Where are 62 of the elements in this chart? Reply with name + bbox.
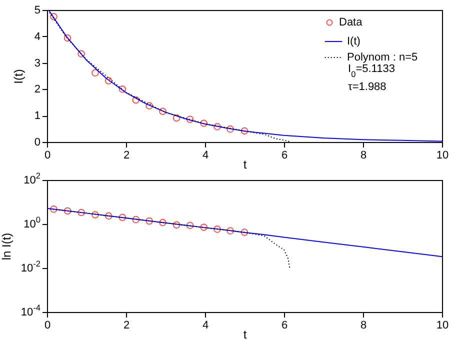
- legend-label: Polynom : n=5: [347, 52, 418, 64]
- line-series: [47, 208, 442, 258]
- point: [214, 226, 221, 233]
- point: [132, 96, 140, 104]
- point: [200, 224, 208, 231]
- point: [186, 116, 194, 123]
- x-tick-label: 8: [360, 150, 367, 162]
- point: [64, 34, 72, 42]
- y-tick-label: 10$^{-2}$: [20, 258, 41, 274]
- point: [78, 50, 86, 58]
- y-tick-label: 10$^{-4}$: [20, 302, 41, 318]
- point: [104, 77, 112, 84]
- point: [146, 102, 153, 110]
- point: [240, 127, 248, 135]
- point: [92, 69, 99, 76]
- x-tick-label: 6: [281, 320, 288, 332]
- point: [118, 214, 126, 222]
- y-tick-label: 0: [34, 136, 40, 148]
- point: [146, 217, 153, 225]
- point: [159, 218, 166, 226]
- x-tick-label: 2: [123, 150, 130, 162]
- y-tick-label: 10$^{0}$: [24, 214, 41, 230]
- point: [132, 216, 140, 224]
- point: [226, 227, 234, 234]
- point: [186, 222, 194, 230]
- x-tick-label: 4: [202, 150, 209, 162]
- y-tick-label: 5: [34, 4, 40, 16]
- point: [118, 86, 126, 93]
- y-axis-title: ln I(t): [0, 232, 14, 260]
- point: [64, 207, 72, 215]
- point: [240, 228, 248, 236]
- x-axis-title: t: [243, 328, 248, 342]
- point: [159, 108, 166, 116]
- point: [226, 125, 234, 133]
- x-tick-label: 8: [360, 320, 367, 332]
- x-tick-label: 4: [202, 320, 209, 332]
- point: [92, 211, 99, 218]
- point: [104, 212, 112, 220]
- y-tick-label: 3: [34, 57, 40, 70]
- y-tick-label: 2: [34, 84, 40, 96]
- x-tick-label: 0: [44, 320, 51, 332]
- point: [172, 221, 180, 229]
- y-tick-label: 1: [34, 110, 40, 122]
- x-axis-title: t: [243, 158, 248, 172]
- point: [214, 123, 221, 130]
- point: [50, 205, 58, 213]
- point: [50, 12, 58, 20]
- y-tick-label: 10$^{2}$: [24, 170, 41, 186]
- x-tick-label: 6: [281, 150, 288, 162]
- y-axis-title: I(t): [12, 69, 26, 84]
- point: [78, 208, 86, 216]
- x-tick-label: 2: [123, 320, 130, 332]
- legend-label: I(t): [347, 36, 360, 48]
- y-tick-label: 4: [34, 30, 40, 43]
- x-tick-label: 10: [436, 150, 449, 162]
- x-tick-label: 0: [44, 150, 51, 162]
- legend-label: Data: [339, 16, 364, 28]
- point: [172, 114, 180, 122]
- x-tick-label: 10: [436, 320, 449, 332]
- annotation: τ=1.988: [348, 81, 386, 93]
- annotation: I$_{0}$=5.1133: [348, 63, 395, 79]
- point: [200, 120, 208, 127]
